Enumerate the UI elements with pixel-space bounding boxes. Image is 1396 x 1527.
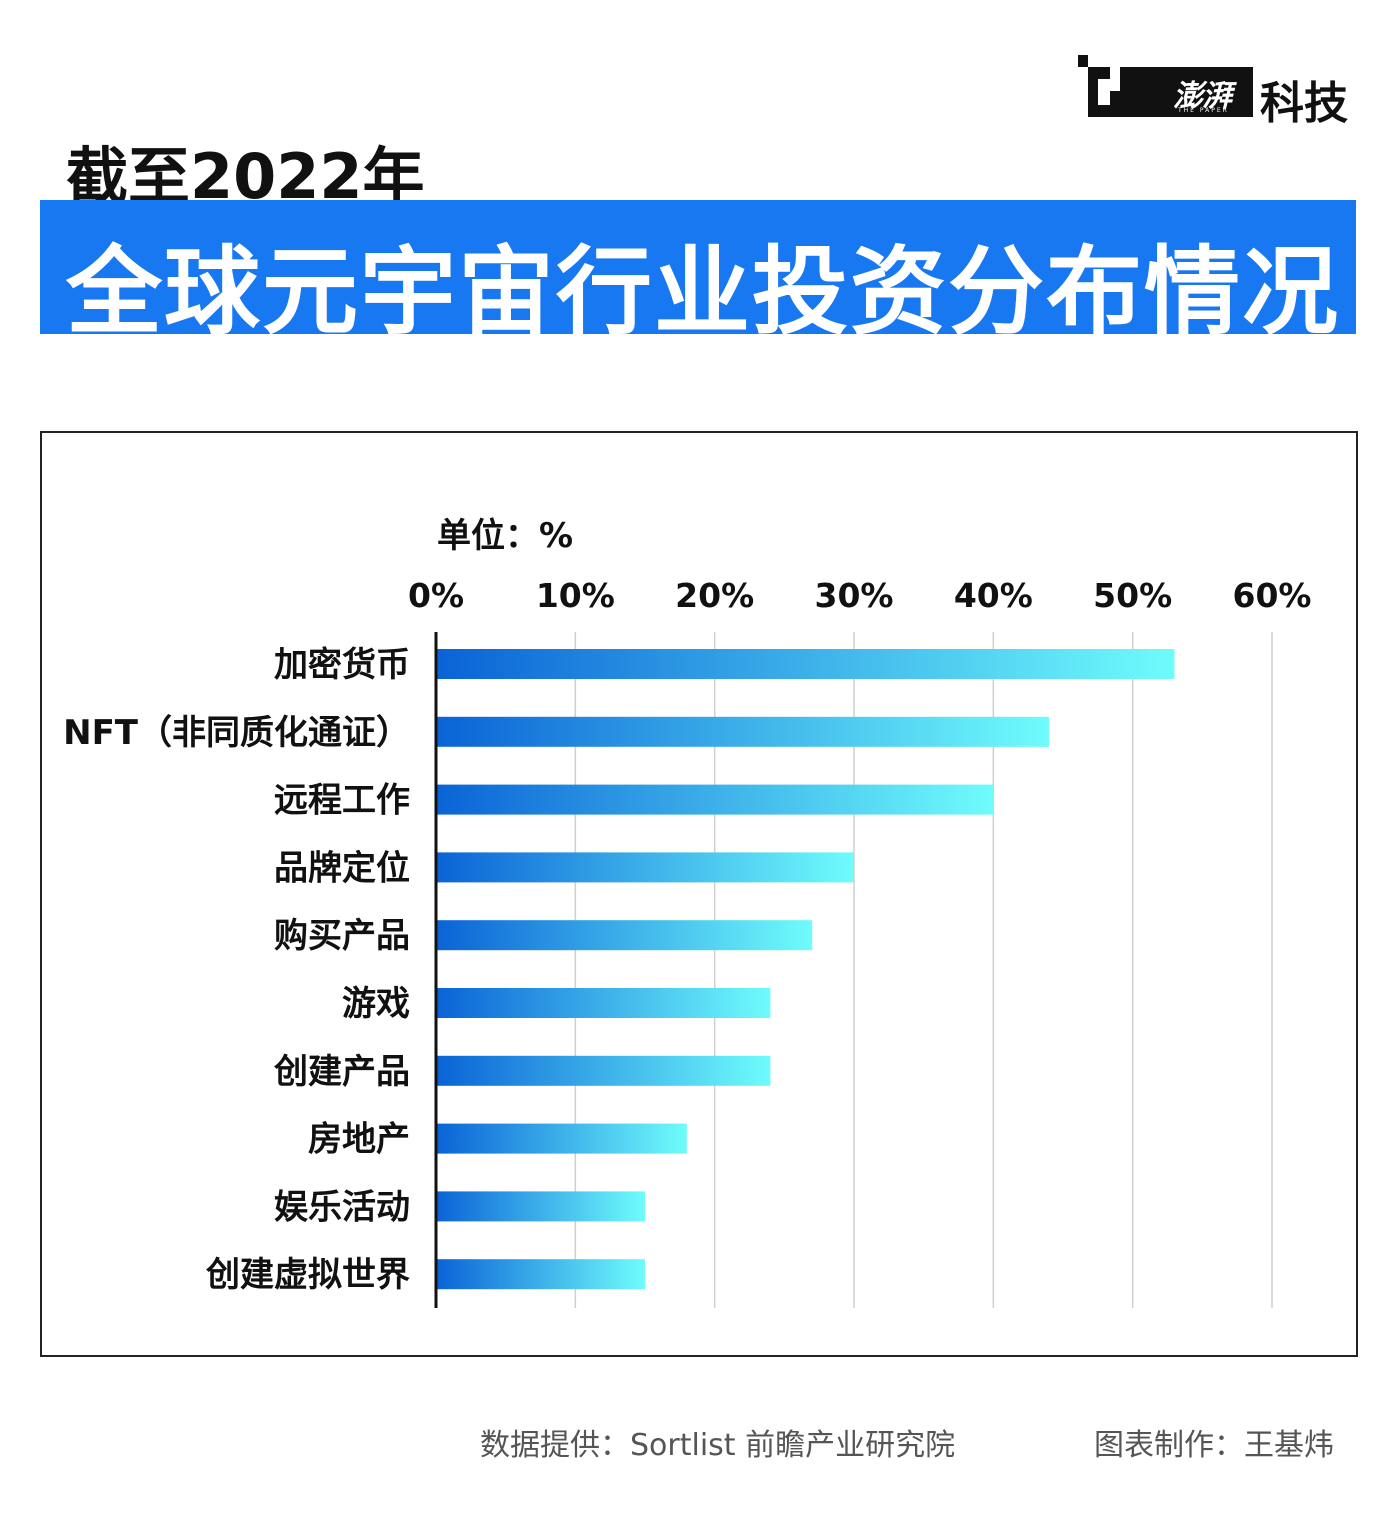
x-tick-label: 0% [408,576,464,615]
category-label: 创建虚拟世界 [205,1255,410,1295]
logo-cn-text: 澎湃 [1173,79,1232,114]
category-label: 游戏 [342,984,410,1024]
x-tick-label: 40% [954,576,1033,615]
category-label: NFT（非同质化通证） [63,713,410,753]
bar [436,716,1050,747]
category-label: 品牌定位 [274,848,410,888]
bar [436,1259,645,1290]
chart-author: 图表制作：王基炜 [1094,1428,1334,1463]
category-label: 娱乐活动 [274,1187,410,1227]
x-tick-label: 50% [1093,576,1172,615]
category-label: 房地产 [308,1120,410,1160]
category-label: 加密货币 [274,645,410,685]
x-tick-label: 60% [1233,576,1312,615]
bar [436,988,771,1018]
section-name: 科技 [1260,78,1348,129]
x-tick-label: 20% [675,576,754,615]
bar [436,1123,687,1154]
chart-frame [40,431,1358,1357]
x-tick-label: 10% [536,576,615,615]
bar [436,852,854,883]
data-source: 数据提供：Sortlist 前瞻产业研究院 [480,1428,956,1463]
bar [436,649,1175,679]
category-label: 创建产品 [273,1052,410,1092]
bar [436,1191,645,1222]
bar [436,920,813,951]
x-tick-label: 30% [815,576,894,615]
category-label: 购买产品 [274,916,410,956]
bar [436,1055,771,1086]
category-label: 远程工作 [274,781,410,821]
unit-label: 单位：% [437,516,574,556]
title-band: 全球元宇宙行业投资分布情况 [40,200,1356,348]
bar [436,784,994,815]
paper-logo-icon: 澎湃 THE PAPER [1078,55,1253,117]
chart-title: 全球元宇宙行业投资分布情况 [66,236,1340,348]
logo-en-text: THE PAPER [1178,107,1229,114]
